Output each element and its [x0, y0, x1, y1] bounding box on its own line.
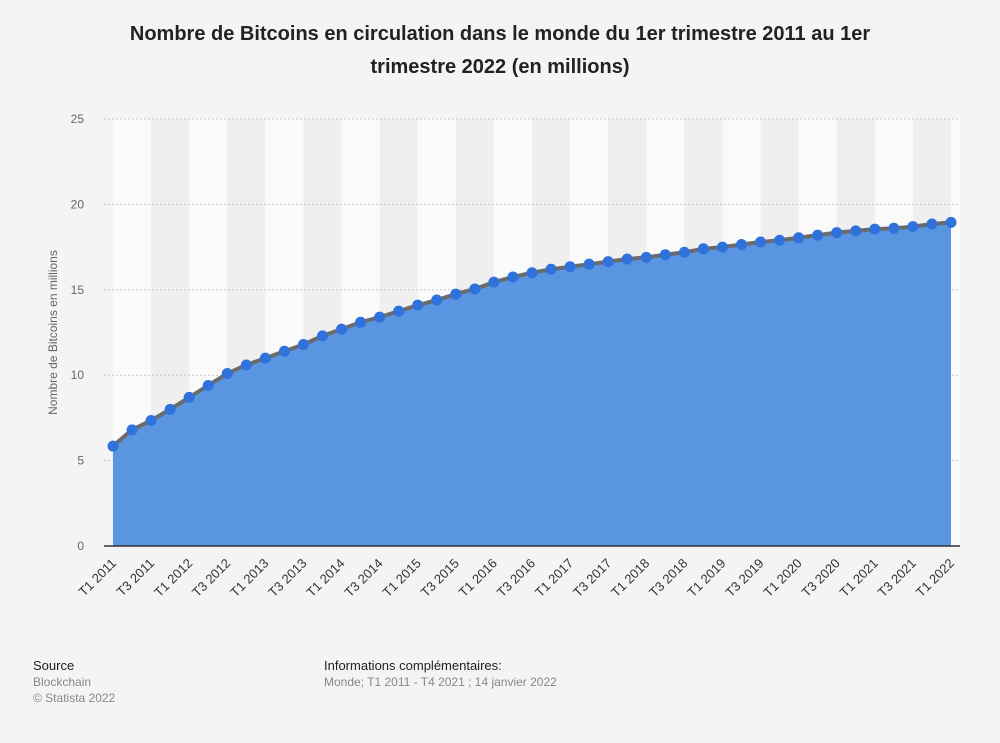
y-tick-label: 10	[71, 368, 85, 382]
x-tick-label: T3 2019	[722, 556, 766, 600]
point	[297, 338, 309, 350]
x-tick-label: T3 2021	[875, 556, 919, 600]
point	[240, 359, 252, 371]
point	[412, 299, 424, 311]
x-tick-label: T3 2011	[114, 556, 158, 600]
point	[697, 243, 709, 255]
point	[831, 227, 843, 239]
point	[812, 229, 824, 241]
point	[774, 234, 786, 246]
point	[393, 305, 405, 317]
point	[583, 258, 595, 270]
point	[716, 241, 728, 253]
point	[450, 288, 462, 300]
y-tick-label: 15	[71, 283, 85, 297]
source-block: Source Blockchain © Statista 2022	[33, 658, 115, 706]
x-tick-label: T1 2020	[760, 556, 804, 600]
point	[126, 424, 138, 436]
point	[545, 263, 557, 275]
point	[488, 276, 500, 288]
x-tick-label: T1 2014	[303, 556, 347, 600]
x-tick-label: T1 2013	[227, 556, 271, 600]
point	[507, 271, 519, 283]
x-tick-label: T3 2012	[189, 556, 233, 600]
x-tick-label: T1 2022	[913, 556, 957, 600]
y-tick-label: 20	[71, 197, 85, 211]
point	[221, 367, 233, 379]
point	[926, 218, 938, 230]
x-tick-label: T1 2017	[532, 556, 576, 600]
info-block: Informations complémentaires: Monde; T1 …	[324, 658, 557, 690]
point	[336, 323, 348, 335]
point	[526, 267, 538, 279]
x-tick-label: T3 2015	[418, 556, 462, 600]
point	[793, 232, 805, 244]
chart-title: Nombre de Bitcoins en circulation dans l…	[129, 23, 871, 78]
point	[278, 345, 290, 357]
x-tick-label: T3 2014	[341, 556, 385, 600]
point	[755, 236, 767, 248]
point	[164, 403, 176, 415]
info: Monde; T1 2011 - T4 2021 ; 14 janvier 20…	[324, 675, 557, 689]
point	[888, 222, 900, 234]
point	[621, 253, 633, 265]
point	[202, 379, 214, 391]
x-tick-label: T1 2012	[151, 556, 195, 600]
point	[355, 316, 367, 328]
y-tick-label: 0	[77, 539, 84, 553]
point	[678, 246, 690, 258]
point	[850, 225, 862, 237]
x-tick-label: T1 2019	[684, 556, 728, 600]
x-tick-label: T1 2015	[380, 556, 424, 600]
x-tick-label: T1 2018	[608, 556, 652, 600]
x-tick-label: T3 2020	[799, 556, 843, 600]
x-tick-label: T1 2016	[456, 556, 500, 600]
point	[945, 216, 957, 228]
point	[259, 352, 271, 364]
point	[107, 440, 119, 452]
point	[602, 256, 614, 268]
point	[640, 251, 652, 263]
point	[869, 223, 881, 235]
x-tick-label: T3 2017	[570, 556, 614, 600]
x-tick-label: T3 2013	[265, 556, 309, 600]
x-tick-label: T3 2018	[646, 556, 690, 600]
x-tick-label: T3 2016	[494, 556, 538, 600]
area	[113, 222, 951, 547]
point	[469, 283, 481, 295]
y-tick-label: 5	[77, 454, 84, 468]
chart: 0 5 10 15 20 25 Nombre de Bitcoins en millions…	[46, 112, 960, 600]
point	[374, 311, 386, 323]
point	[431, 294, 443, 306]
point	[736, 239, 747, 251]
point	[183, 391, 195, 403]
point	[907, 221, 919, 233]
band	[951, 119, 960, 546]
x-tick-label: T1 2011	[75, 556, 119, 600]
x-tick-label: T1 2021	[837, 556, 881, 600]
point	[145, 414, 157, 426]
source-heading: Source	[33, 658, 75, 673]
source: Blockchain	[33, 675, 92, 689]
point	[564, 261, 576, 273]
y-tick-label: 25	[71, 112, 85, 126]
point	[659, 249, 671, 261]
info-heading: Informations complémentaires:	[324, 658, 502, 673]
point	[317, 330, 328, 342]
y-axis-label: Nombre de Bitcoins en millions	[46, 250, 60, 415]
copyright: © Statista 2022	[33, 691, 116, 705]
